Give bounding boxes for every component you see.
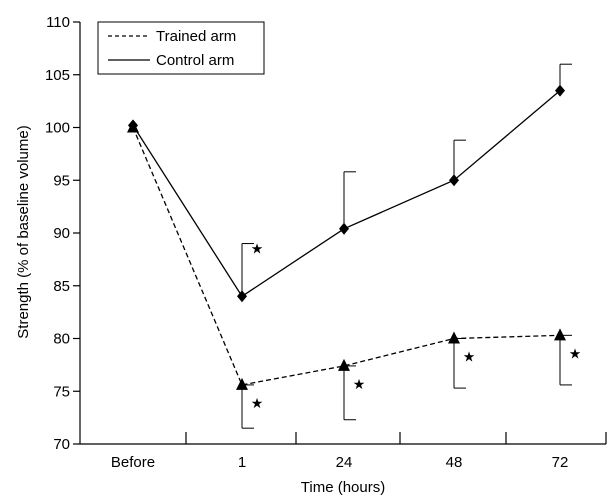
y-tick-label: 105	[45, 67, 70, 84]
data-point	[448, 331, 460, 344]
series-trained-arm: ★ ★ ★ ★	[127, 120, 582, 429]
y-tick-label: 100	[45, 120, 70, 137]
y-tick-label: 85	[53, 278, 70, 295]
y-axis-title: Strength (% of baseline volume)	[15, 125, 32, 338]
data-point	[338, 358, 350, 371]
series-layer: ★ ★ ★ ★ ★	[127, 63, 582, 429]
series-line	[132, 127, 561, 386]
y-ticks: 70 75 80 85 90 95 100 105 110	[45, 14, 80, 453]
data-point	[555, 84, 565, 97]
x-tick-label: 72	[552, 454, 569, 471]
data-point	[237, 290, 247, 303]
x-tick-label: 1	[238, 454, 246, 471]
x-tick-label: 48	[446, 454, 463, 471]
y-tick-label: 80	[53, 331, 70, 348]
data-point	[128, 119, 138, 132]
legend: Trained arm Control arm	[97, 21, 265, 75]
y-tick-label: 75	[53, 383, 70, 400]
x-tick-label: 24	[336, 454, 353, 471]
y-tick-label: 70	[53, 436, 70, 453]
x-tick-label: Before	[111, 454, 155, 471]
significance-star: ★	[463, 350, 476, 366]
significance-star-control: ★	[251, 242, 264, 258]
significance-star: ★	[251, 396, 264, 412]
legend-box	[97, 21, 265, 75]
data-point	[554, 328, 566, 341]
data-point	[339, 222, 349, 235]
y-tick-label: 110	[46, 14, 70, 31]
x-ticks: Before 1 24 48 72	[111, 432, 607, 471]
data-point	[449, 174, 459, 187]
legend-label-trained-arm: Trained arm	[156, 28, 236, 45]
x-axis-title: Time (hours)	[301, 479, 385, 496]
significance-star: ★	[353, 377, 366, 393]
y-tick-label: 95	[53, 172, 70, 189]
series-control-arm	[128, 63, 572, 303]
legend-label-control-arm: Control arm	[156, 52, 234, 69]
series-line	[132, 90, 561, 298]
data-point	[236, 377, 248, 390]
y-tick-label: 90	[53, 225, 70, 242]
significance-star: ★	[569, 346, 582, 362]
